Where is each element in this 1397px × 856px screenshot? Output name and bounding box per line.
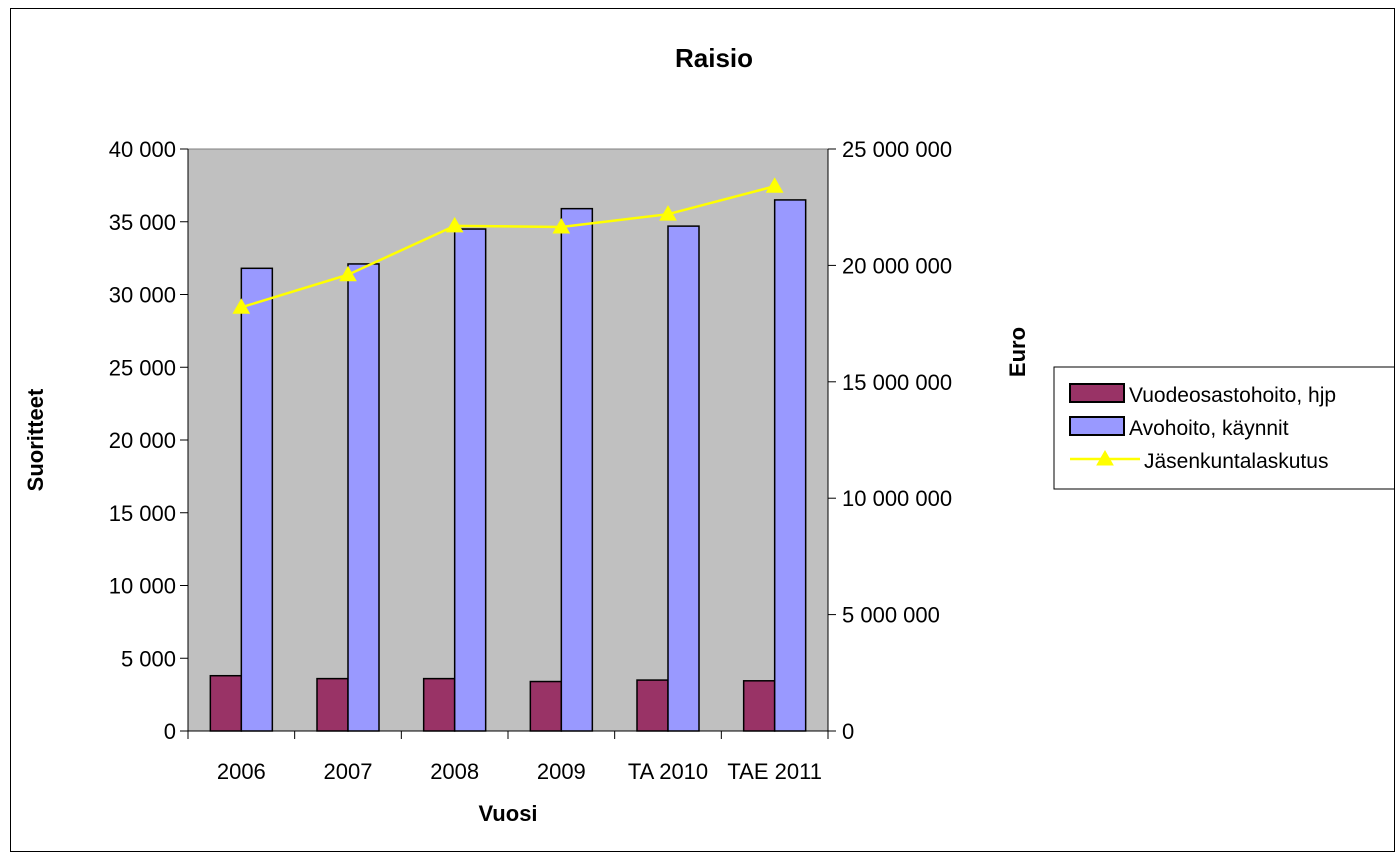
y-axis-title: Suoritteet [23, 388, 48, 491]
legend-marker-jasenkuntalaskutus [1096, 449, 1114, 466]
y-tick-label: 15 000 [109, 501, 176, 526]
legend-label: Jäsenkuntalaskutus [1144, 450, 1328, 473]
line-point-2 [445, 216, 464, 233]
y2-tick-label: 10 000 000 [842, 486, 952, 511]
x-tick-label: 2008 [430, 759, 479, 784]
x-tick-label: 2007 [324, 759, 373, 784]
y-tick-label: 25 000 [109, 355, 176, 380]
line-point-0 [232, 298, 251, 314]
line-point-3 [552, 217, 571, 234]
bar-vuodeosastohoito-1 [316, 677, 349, 732]
y-tick-label: 10 000 [109, 574, 176, 599]
y2-tick-label: 25 000 000 [842, 137, 952, 162]
y2-tick-label: 0 [842, 719, 854, 744]
bar-vuodeosastohoito-4 [636, 679, 669, 732]
legend: Vuodeosastohoito, hjp Avohoito, käynnit Jä… [1053, 366, 1394, 490]
x-tick-label: 2006 [217, 759, 266, 784]
x-tick-label: 2009 [537, 759, 586, 784]
line-point-5 [765, 177, 784, 193]
x-tick-label: TA 2010 [628, 759, 708, 784]
bar-vuodeosastohoito-5 [742, 680, 776, 732]
line-point-4 [659, 205, 677, 221]
bar-avohoito-1 [347, 263, 380, 732]
bar-vuodeosastohoito-0 [209, 674, 243, 732]
x-tick-label: TAE 2011 [727, 759, 822, 784]
bar-avohoito-0 [240, 267, 274, 732]
y-tick-label: 0 [164, 719, 176, 744]
legend-label: Vuodeosastohoito, hjp [1129, 384, 1336, 407]
chart-frame: Raisio 0 5 000 10 000 15 000 20 000 25 000 30 … [10, 8, 1395, 852]
chart-svg: Raisio 0 5 000 10 000 15 000 20 000 25 000 30 … [23, 43, 1394, 826]
x-axis-title: Vuosi [478, 801, 537, 826]
y2-tick-label: 20 000 000 [842, 253, 952, 278]
legend-label: Avohoito, käynnit [1129, 417, 1289, 440]
bar-avohoito-3 [560, 207, 594, 732]
y2-tick-label: 5 000 000 [842, 603, 940, 628]
line-point-1 [339, 265, 357, 282]
y-tick-label: 5 000 [121, 646, 176, 671]
legend-swatch-avohoito [1069, 416, 1125, 436]
bar-avohoito-2 [453, 228, 487, 732]
y-tick-label: 30 000 [109, 283, 176, 308]
line-jasenkuntalaskutus [240, 185, 775, 309]
bar-vuodeosastohoito-2 [422, 677, 456, 732]
plot-area [187, 148, 829, 732]
legend-swatch-vuodeosastohoito [1069, 383, 1125, 403]
y-tick-label: 35 000 [109, 210, 176, 235]
bar-avohoito-5 [773, 199, 807, 732]
y-tick-label: 20 000 [109, 428, 176, 453]
chart-title: Raisio [675, 43, 753, 73]
y2-tick-label: 15 000 000 [842, 370, 952, 395]
bar-vuodeosastohoito-3 [529, 680, 563, 732]
y2-axis-title: Euro [1005, 327, 1030, 377]
y-tick-label: 40 000 [109, 137, 176, 162]
bar-avohoito-4 [667, 225, 700, 732]
